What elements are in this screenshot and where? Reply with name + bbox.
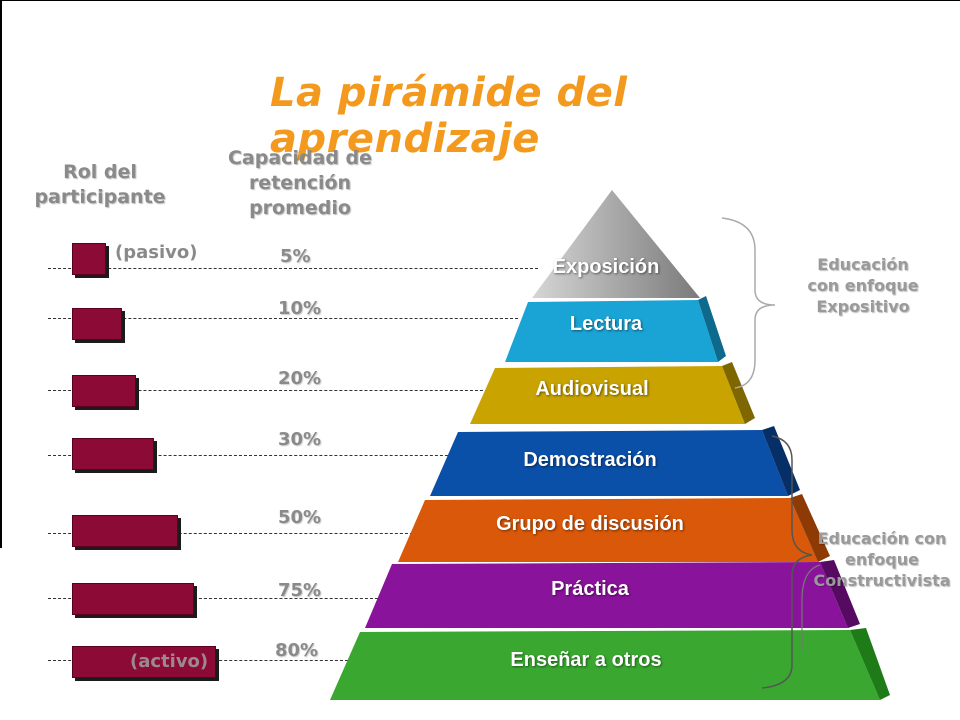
guide-line-2 — [48, 318, 518, 319]
frame-left-line — [0, 0, 2, 548]
pyramid-label-2: Lectura — [569, 313, 643, 335]
pyramid-layer-4 — [430, 430, 788, 496]
pyramid-layer-7-side — [850, 628, 890, 700]
pyramid-label-1: Exposición — [552, 256, 660, 278]
role-bar-4 — [72, 438, 154, 470]
pyramid-layer-5 — [398, 498, 818, 562]
guide-line-5 — [48, 533, 428, 534]
retention-percent-3: 20% — [278, 368, 322, 389]
group-label-constructivista: Educación con enfoque Constructivista — [804, 528, 960, 591]
pyramid-layer-6-side — [820, 560, 860, 628]
constructivista-bracket — [761, 435, 813, 689]
retention-percent-1: 5% — [280, 246, 311, 267]
pyramid-label-6: Práctica — [551, 578, 629, 600]
retention-header-line-3: promedio — [249, 197, 351, 219]
group-constructivista-line-1: Educación con — [817, 529, 947, 548]
role-header-line-2: participante — [34, 186, 166, 208]
group-label-expositivo: Educación con enfoque Expositivo — [788, 254, 938, 317]
role-bar-1 — [72, 243, 106, 275]
role-bar-2 — [72, 308, 122, 340]
retention-percent-5: 50% — [278, 507, 322, 528]
role-bar-6 — [72, 583, 194, 615]
role-active-label: (activo) — [130, 651, 209, 672]
retention-percent-4: 30% — [278, 429, 322, 450]
role-bar-7 — [72, 646, 216, 678]
pyramid-label-7: Enseñar a otros — [510, 649, 662, 671]
role-header-line-1: Rol del — [63, 161, 137, 183]
retention-header: Capacidad de retención promedio — [200, 146, 400, 221]
pyramid-label-3: Audiovisual — [535, 378, 649, 400]
constructivista-inner-curve — [801, 564, 821, 650]
retention-percent-6: 75% — [278, 580, 322, 601]
retention-header-line-1: Capacidad de — [227, 147, 373, 169]
role-bar-5 — [72, 515, 178, 547]
group-expositivo-line-3: Expositivo — [816, 297, 910, 316]
group-expositivo-line-1: Educación — [817, 255, 909, 274]
guide-line-6 — [48, 598, 383, 599]
guide-line-4 — [48, 455, 458, 456]
pyramid-layer-4-side — [762, 426, 800, 496]
frame-top-line — [0, 0, 960, 1]
pyramid-label-4: Demostración — [523, 449, 657, 471]
page-title: La pirámide del aprendizaje — [270, 70, 628, 162]
pyramid-layer-5-side — [790, 494, 830, 562]
pyramid-label-5: Grupo de discusión — [496, 513, 684, 535]
pyramid-layer-3 — [470, 366, 745, 424]
pyramid-layer-2-side — [698, 296, 726, 362]
group-expositivo-line-2: con enfoque — [807, 276, 919, 295]
expositivo-bracket — [721, 217, 776, 389]
group-constructivista-line-2: enfoque — [845, 550, 919, 569]
pyramid-layer-6 — [365, 562, 848, 628]
role-passive-label: (pasivo) — [115, 242, 198, 263]
role-bar-3 — [72, 375, 136, 407]
guide-line-3 — [48, 390, 488, 391]
pyramid-layer-3-side — [722, 362, 755, 424]
retention-header-line-2: retención — [248, 172, 352, 194]
pyramid-layer-2 — [505, 300, 718, 362]
pyramid-layer-1 — [532, 190, 700, 298]
pyramid-layer-7 — [330, 630, 880, 700]
retention-percent-7: 80% — [275, 640, 319, 661]
retention-percent-2: 10% — [278, 298, 322, 319]
guide-line-1 — [48, 268, 538, 269]
group-constructivista-line-3: Constructivista — [813, 571, 951, 590]
role-header: Rol del participante — [20, 160, 180, 210]
